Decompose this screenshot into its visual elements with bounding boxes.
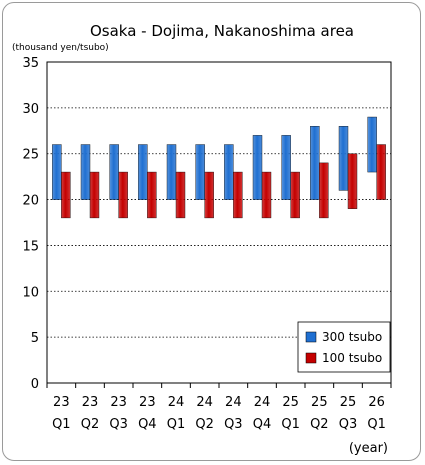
range-bar-300-tsubo [310, 125, 320, 200]
x-tick-quarter-label: Q1 [52, 417, 71, 432]
range-bar-100-tsubo [204, 171, 214, 219]
legend-label: 300 tsubo [322, 330, 382, 344]
range-bar-100-tsubo [233, 171, 243, 219]
plot-area: 0 5 10 15 20 25 30 35 23 Q1 23 Q2 23 Q3 23 Q4 24 Q1 24 Q2 24… [22, 56, 392, 432]
range-bar-100-tsubo [290, 171, 300, 219]
x-tick-quarter-label: Q4 [253, 417, 272, 432]
range-bar-300-tsubo [195, 144, 205, 200]
x-tick-year-label: 23 [82, 395, 99, 410]
y-tick-label: 5 [31, 331, 39, 346]
x-tick-quarter-label: Q2 [310, 417, 329, 432]
y-tick-label: 0 [31, 377, 39, 392]
range-bar-300-tsubo [281, 135, 291, 200]
x-tick-year-label: 24 [254, 395, 271, 410]
x-tick-year-label: 23 [139, 395, 156, 410]
range-bar-300-tsubo [52, 144, 62, 200]
x-axis-unit-label: (year) [349, 441, 388, 456]
legend-label: 100 tsubo [322, 351, 382, 365]
range-bar-300-tsubo [224, 144, 234, 200]
range-bar-300-tsubo [109, 144, 119, 200]
x-tick-year-label: 24 [225, 395, 242, 410]
range-bar-100-tsubo [61, 171, 71, 219]
y-tick-label: 15 [22, 239, 39, 254]
range-bar-300-tsubo [338, 125, 349, 191]
x-tick-year-label: 25 [340, 395, 357, 410]
x-tick-year-label: 25 [282, 395, 299, 410]
range-bar-100-tsubo [118, 171, 128, 219]
y-tick-label: 30 [22, 102, 39, 117]
legend-box [297, 321, 391, 373]
x-tick-year-label: 25 [311, 395, 328, 410]
y-tick-label: 25 [22, 148, 39, 163]
x-tick-quarter-label: Q2 [81, 417, 100, 432]
x-tick-quarter-label: Q1 [281, 417, 300, 432]
range-bar-100-tsubo [319, 162, 329, 219]
x-tick-quarter-label: Q1 [167, 417, 186, 432]
x-tick-quarter-label: Q3 [109, 417, 128, 432]
chart-title: Osaka - Dojima, Nakanoshima area [90, 22, 354, 40]
legend: 300 tsubo 100 tsubo [297, 321, 391, 373]
x-tick-quarter-label: Q3 [224, 417, 243, 432]
range-bar-300-tsubo [166, 144, 177, 200]
range-bar-300-tsubo [138, 144, 148, 200]
x-tick-year-label: 26 [368, 395, 385, 410]
x-tick-year-label: 24 [196, 395, 213, 410]
y-axis-unit-label: (thousand yen/tsubo) [12, 43, 109, 53]
y-tick-label: 20 [22, 194, 39, 209]
range-bar-300-tsubo [252, 135, 263, 200]
range-bar-300-tsubo [367, 116, 377, 173]
x-tick-quarter-label: Q2 [195, 417, 214, 432]
legend-swatch [305, 352, 317, 364]
x-tick-quarter-label: Q4 [138, 417, 157, 432]
y-tick-label: 35 [22, 56, 39, 71]
x-tick-quarter-label: Q3 [339, 417, 358, 432]
x-tick-year-label: 23 [110, 395, 127, 410]
range-bar-300-tsubo [80, 144, 91, 200]
legend-swatch [305, 331, 317, 343]
y-tick-label: 10 [22, 285, 39, 300]
x-tick-year-label: 23 [53, 395, 70, 410]
range-bar-100-tsubo [147, 171, 157, 219]
range-bar-100-tsubo [175, 171, 186, 219]
range-bar-100-tsubo [261, 171, 272, 219]
range-bar-100-tsubo [347, 153, 358, 209]
x-tick-year-label: 24 [168, 395, 185, 410]
range-bar-100-tsubo [89, 171, 100, 219]
x-tick-quarter-label: Q1 [367, 417, 386, 432]
range-bar-100-tsubo [376, 144, 386, 200]
